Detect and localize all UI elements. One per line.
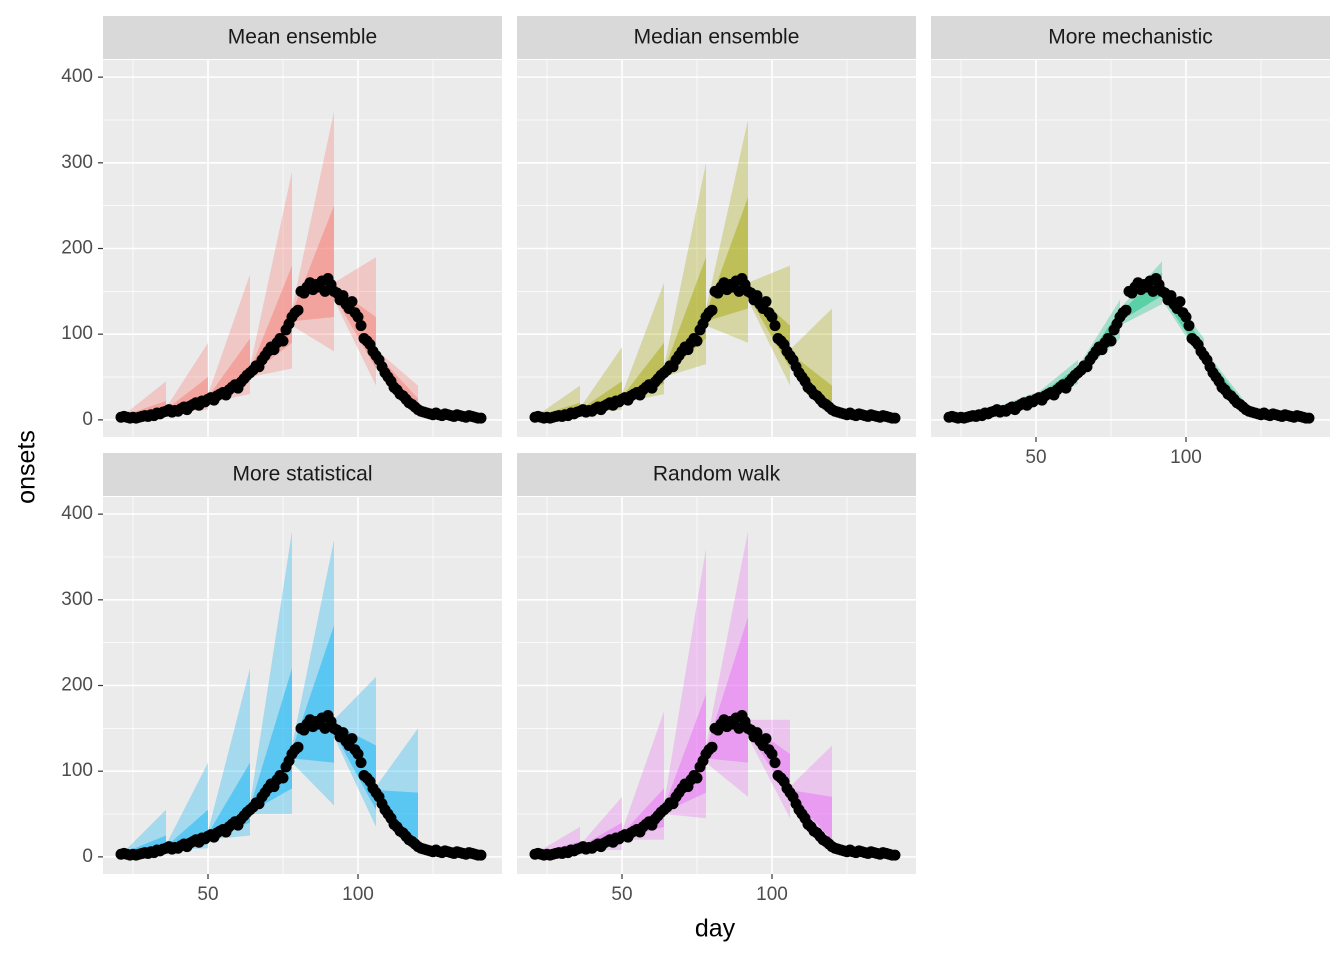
- y-tick-label: 100: [61, 323, 93, 344]
- observed-point: [337, 727, 349, 739]
- strip-background: [103, 453, 502, 496]
- y-tick-label: 0: [82, 846, 93, 867]
- ribbon-90: [790, 308, 832, 416]
- ribbon-90: [124, 809, 166, 856]
- observed-point: [769, 757, 781, 769]
- ribbon-90: [208, 668, 250, 840]
- y-tick-label: 400: [61, 503, 93, 524]
- ribbon-50: [250, 265, 292, 376]
- observed-point: [355, 757, 367, 769]
- y-tick-label: 100: [61, 760, 93, 781]
- ribbon-90: [166, 762, 208, 851]
- observed-point: [751, 727, 763, 739]
- observed-point: [475, 412, 487, 424]
- y-tick-label: 400: [61, 66, 93, 87]
- observed-point: [355, 320, 367, 332]
- observed-point: [277, 335, 289, 347]
- observed-point: [475, 849, 487, 861]
- observed-point: [889, 849, 901, 861]
- strip-label: More mechanistic: [1048, 26, 1213, 49]
- x-tick-label: 50: [1025, 447, 1046, 468]
- observed-point: [1165, 290, 1177, 302]
- observed-point: [760, 296, 772, 308]
- observed-point: [760, 733, 772, 745]
- strip-label: Mean ensemble: [228, 26, 377, 49]
- ribbon-90: [790, 745, 832, 849]
- ribbon-90: [166, 342, 208, 414]
- x-tick-label: 100: [1170, 447, 1202, 468]
- y-axis-title: onsets: [13, 430, 41, 504]
- observed-point: [769, 320, 781, 332]
- strip-background: [517, 453, 916, 496]
- observed-point: [292, 741, 304, 753]
- x-tick-label: 100: [342, 884, 374, 905]
- observed-point: [1105, 335, 1117, 347]
- observed-point: [346, 733, 358, 745]
- ribbon-90: [250, 531, 292, 815]
- observed-point: [766, 311, 778, 323]
- observed-point: [346, 296, 358, 308]
- ribbon-90: [622, 282, 664, 403]
- observed-point: [277, 772, 289, 784]
- observed-point: [706, 304, 718, 316]
- observed-point: [292, 304, 304, 316]
- y-tick-label: 300: [61, 152, 93, 173]
- strip-label: Median ensemble: [634, 26, 800, 49]
- observed-point: [1303, 412, 1315, 424]
- ribbon-90: [208, 274, 250, 403]
- strip-label: More statistical: [232, 463, 372, 486]
- ribbon-90: [664, 162, 706, 378]
- observed-point: [889, 412, 901, 424]
- observed-point: [1183, 320, 1195, 332]
- ribbon-90: [580, 347, 622, 414]
- observed-point: [691, 335, 703, 347]
- ribbon-90: [664, 548, 706, 819]
- x-tick-label: 50: [197, 884, 218, 905]
- observed-point: [1180, 311, 1192, 323]
- ribbon-90: [250, 171, 292, 378]
- y-tick-label: 200: [61, 675, 93, 696]
- strip-label: Random walk: [653, 463, 781, 486]
- observed-point: [706, 741, 718, 753]
- ribbon-90: [292, 539, 334, 806]
- observed-point: [751, 290, 763, 302]
- ribbon-90: [622, 711, 664, 840]
- observed-point: [766, 748, 778, 760]
- observed-point: [1120, 304, 1132, 316]
- ribbon-90: [376, 728, 418, 853]
- y-tick-label: 200: [61, 238, 93, 259]
- observed-point: [1174, 296, 1186, 308]
- observed-point: [352, 311, 364, 323]
- y-tick-label: 0: [82, 409, 93, 430]
- observed-point: [691, 772, 703, 784]
- x-tick-label: 100: [756, 884, 788, 905]
- strip-background: [103, 16, 502, 59]
- y-tick-label: 300: [61, 589, 93, 610]
- x-axis-title: day: [695, 915, 736, 943]
- strip-background: [517, 16, 916, 59]
- strip-background: [931, 16, 1330, 59]
- observed-point: [352, 748, 364, 760]
- x-tick-label: 50: [611, 884, 632, 905]
- observed-point: [337, 290, 349, 302]
